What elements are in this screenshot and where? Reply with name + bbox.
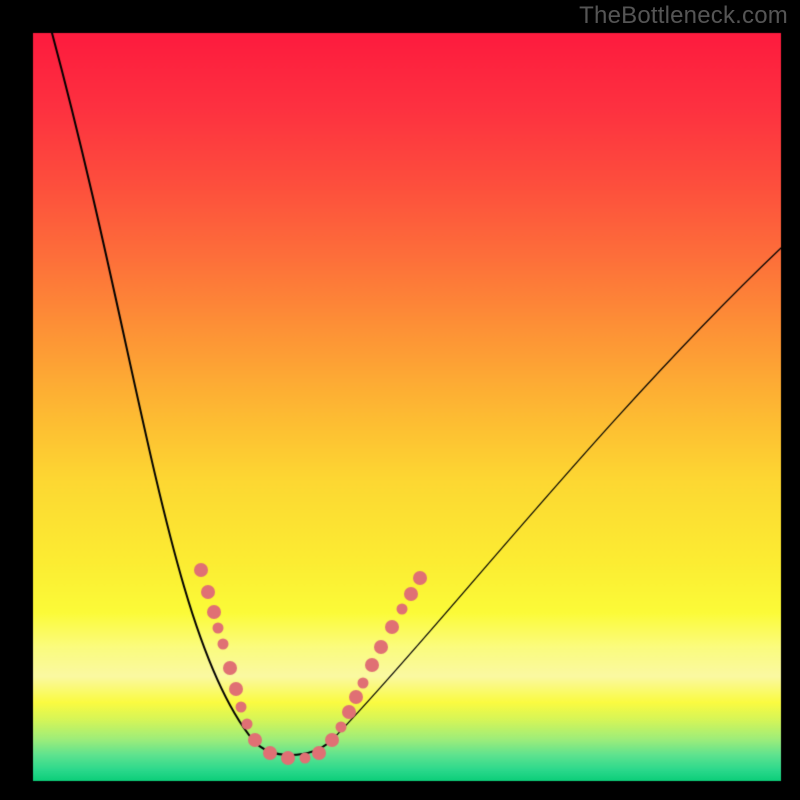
chart-root: TheBottleneck.com (0, 0, 800, 800)
watermark-text: TheBottleneck.com (579, 2, 788, 30)
bottleneck-v-curve-chart (0, 0, 800, 800)
